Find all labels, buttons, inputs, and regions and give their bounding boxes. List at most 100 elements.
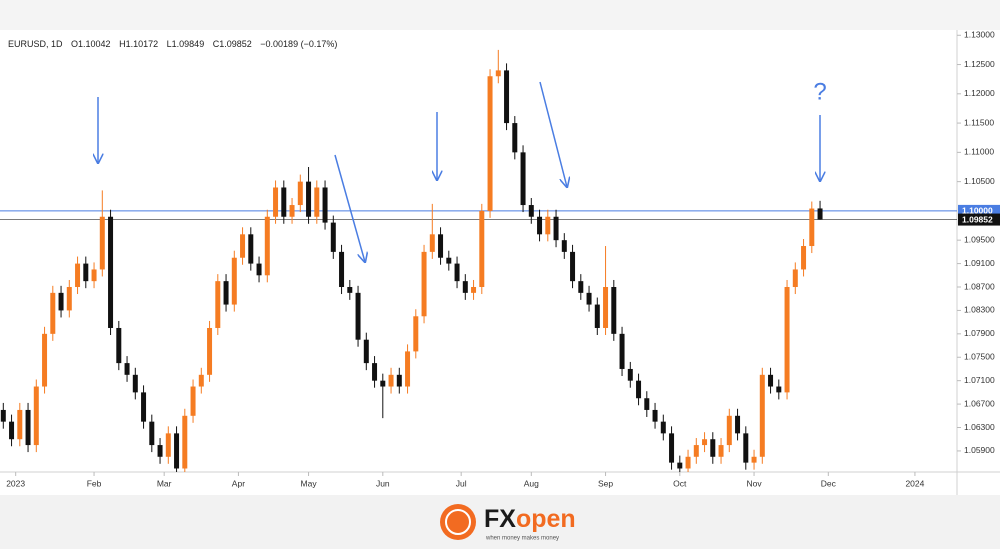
candle-body xyxy=(363,339,369,364)
candle-body xyxy=(570,251,576,282)
candle-body xyxy=(784,287,790,393)
candle-body xyxy=(677,462,683,469)
candle-body xyxy=(512,123,518,153)
price-label-box xyxy=(958,213,1000,226)
candle-body xyxy=(553,216,559,241)
plot-area xyxy=(0,49,957,472)
candle-body xyxy=(248,234,254,264)
y-tick-label: 1.09100 xyxy=(964,258,995,268)
candle-body xyxy=(231,257,237,305)
candle-body xyxy=(504,70,510,124)
tagline: when money makes money xyxy=(485,536,559,542)
candle-body xyxy=(644,398,650,410)
annotation: ? xyxy=(813,78,826,105)
candle-body xyxy=(108,216,114,328)
x-tick-label: Apr xyxy=(232,478,245,488)
candle-body xyxy=(174,433,180,469)
candle-body xyxy=(660,421,666,434)
candle-body xyxy=(702,439,708,446)
candle-body xyxy=(149,421,155,446)
candle-body xyxy=(9,421,15,440)
candle-body xyxy=(75,263,81,288)
y-tick-label: 1.10500 xyxy=(964,176,995,186)
candle-body xyxy=(388,374,394,387)
candle-body xyxy=(91,269,97,282)
candle-body xyxy=(256,263,262,276)
y-tick-label: 1.07900 xyxy=(964,328,995,338)
y-tick-label: 1.11500 xyxy=(964,117,994,127)
candle-body xyxy=(561,240,567,252)
y-tick-label: 1.06300 xyxy=(964,422,995,432)
candle-body xyxy=(743,433,749,463)
candle-body xyxy=(627,368,633,381)
legend: EURUSD, 1D O1.10042 H1.10172 L1.09849 C1… xyxy=(8,39,337,49)
top-band xyxy=(0,0,1000,30)
candle-body xyxy=(545,216,551,235)
candle-body xyxy=(801,246,807,270)
candle-body xyxy=(314,187,320,217)
candle-body xyxy=(429,234,435,252)
candle-body xyxy=(578,281,584,293)
price-label: 1.10000 xyxy=(962,206,993,216)
legend-close: C1.09852 xyxy=(213,39,252,49)
candle-body xyxy=(132,374,138,393)
candle-body xyxy=(289,205,295,217)
candle-body xyxy=(487,76,493,211)
candle-body xyxy=(594,304,600,328)
candle-body xyxy=(198,374,204,387)
candle-body xyxy=(207,327,213,375)
x-tick-label: May xyxy=(301,478,318,488)
candle-body xyxy=(50,292,56,334)
x-tick-label: Oct xyxy=(673,478,687,488)
arrow xyxy=(539,81,567,187)
overlay: 1.13000 1.12500 1.12000 1.11500 1.11000 1.105… xyxy=(6,30,1000,488)
x-tick-label: Feb xyxy=(87,478,102,488)
logo: FXopen when money makes money xyxy=(440,504,576,542)
candle-body xyxy=(339,251,345,288)
candle-body xyxy=(809,208,815,247)
candle-body xyxy=(495,70,501,77)
candle-body xyxy=(380,380,386,387)
candle-body xyxy=(58,292,64,311)
candle-body xyxy=(685,456,691,469)
candle-body xyxy=(355,292,361,340)
candle-body xyxy=(792,269,798,288)
candle-body xyxy=(264,216,270,276)
candle-body xyxy=(454,263,460,282)
plot-background xyxy=(0,30,1000,495)
candle-body xyxy=(297,181,303,206)
y-tick-label: 1.12500 xyxy=(964,59,995,69)
candle-body xyxy=(768,374,774,387)
x-tick-label: Nov xyxy=(746,478,762,488)
arrows xyxy=(98,81,820,262)
candle-body xyxy=(537,216,543,235)
candle-body xyxy=(751,456,757,463)
candle-body xyxy=(240,234,246,258)
legend-open: O1.10042 xyxy=(71,39,111,49)
candle-body xyxy=(405,351,411,387)
candle-body xyxy=(726,415,732,446)
candle-body xyxy=(446,257,452,264)
candle-body xyxy=(273,187,279,217)
candle-body xyxy=(479,210,485,288)
brand-left: FX xyxy=(484,505,516,533)
x-tick-label: Sep xyxy=(598,478,613,488)
price-label: 1.09852 xyxy=(962,214,993,224)
x-tick-label: Dec xyxy=(821,478,837,488)
candle-body xyxy=(281,187,287,217)
legend-change: −0.00189 (−0.17%) xyxy=(260,39,337,49)
candle-body xyxy=(520,152,526,206)
candle-body xyxy=(396,374,402,387)
footer-band xyxy=(0,495,1000,549)
candle-body xyxy=(735,415,741,434)
y-tick-label: 1.05900 xyxy=(964,445,995,455)
candle-body xyxy=(116,327,122,364)
candle-body xyxy=(619,333,625,369)
y-tick-label: 1.07500 xyxy=(964,352,995,362)
candle-body xyxy=(611,287,617,334)
candle-body xyxy=(718,445,724,457)
candle-body xyxy=(776,386,782,393)
candle-body xyxy=(471,287,477,293)
